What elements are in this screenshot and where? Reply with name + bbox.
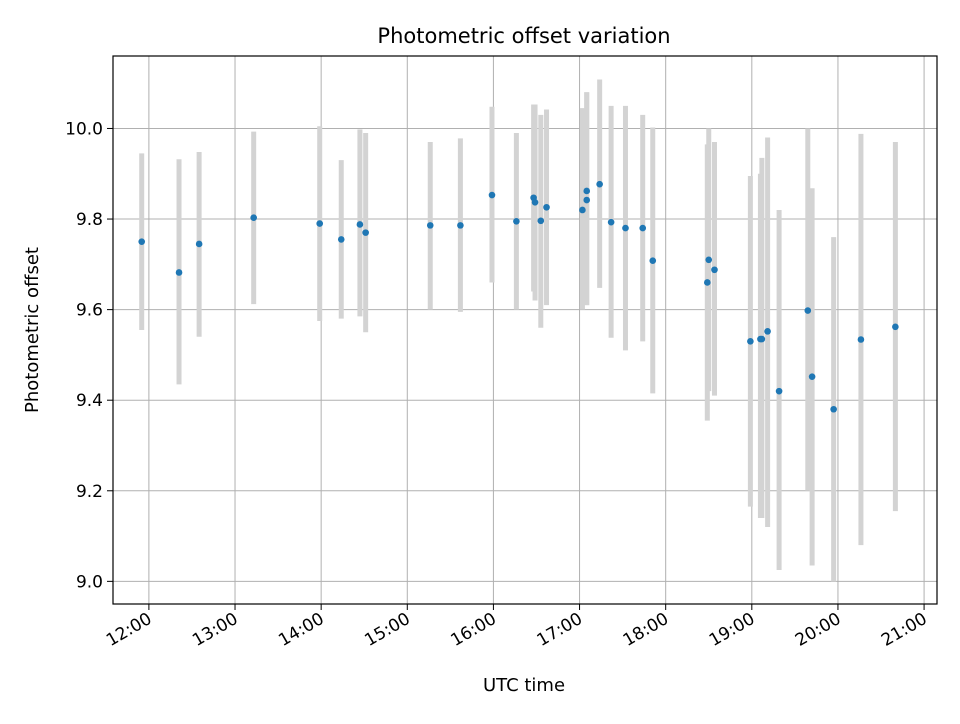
data-point xyxy=(531,198,539,206)
y-tick-label: 9.0 xyxy=(76,572,103,592)
data-point xyxy=(830,405,837,413)
data-point xyxy=(513,218,520,225)
data-point xyxy=(857,336,865,343)
data-point xyxy=(337,236,345,243)
data-point xyxy=(250,214,257,221)
data-point xyxy=(649,257,657,265)
data-point xyxy=(543,203,550,211)
y-tick-label: 9.2 xyxy=(76,482,103,502)
data-point xyxy=(426,222,434,229)
data-point xyxy=(747,338,754,345)
data-point xyxy=(705,256,713,264)
data-point xyxy=(537,217,545,225)
plot-frame xyxy=(112,55,938,605)
data-point xyxy=(583,196,591,204)
y-tick-label: 9.8 xyxy=(76,210,103,230)
data-point xyxy=(195,240,203,248)
data-point xyxy=(596,180,603,188)
data-point xyxy=(764,328,771,335)
data-point xyxy=(488,191,496,199)
data-point xyxy=(758,335,766,343)
y-tick-label: 10.0 xyxy=(65,119,103,139)
data-point xyxy=(362,229,369,236)
data-point xyxy=(607,218,615,226)
y-tick-label: 9.4 xyxy=(76,391,103,411)
x-axis-label: UTC time xyxy=(483,675,565,696)
y-tick-label: 9.6 xyxy=(76,301,103,321)
point-layer xyxy=(138,180,899,413)
data-point xyxy=(583,187,591,195)
data-point xyxy=(316,220,324,227)
data-point xyxy=(138,238,146,245)
chart-title: Photometric offset variation xyxy=(377,24,670,48)
data-point xyxy=(639,224,647,232)
data-point xyxy=(808,373,816,380)
data-point xyxy=(175,269,183,276)
data-point xyxy=(622,224,629,232)
data-point xyxy=(775,387,783,395)
data-point xyxy=(892,323,899,331)
data-point xyxy=(704,279,711,286)
data-point xyxy=(711,266,718,274)
data-point xyxy=(579,206,586,214)
data-point xyxy=(804,307,812,314)
y-axis-label: Photometric offset xyxy=(22,247,43,413)
data-point xyxy=(457,222,464,229)
data-point xyxy=(356,221,364,228)
